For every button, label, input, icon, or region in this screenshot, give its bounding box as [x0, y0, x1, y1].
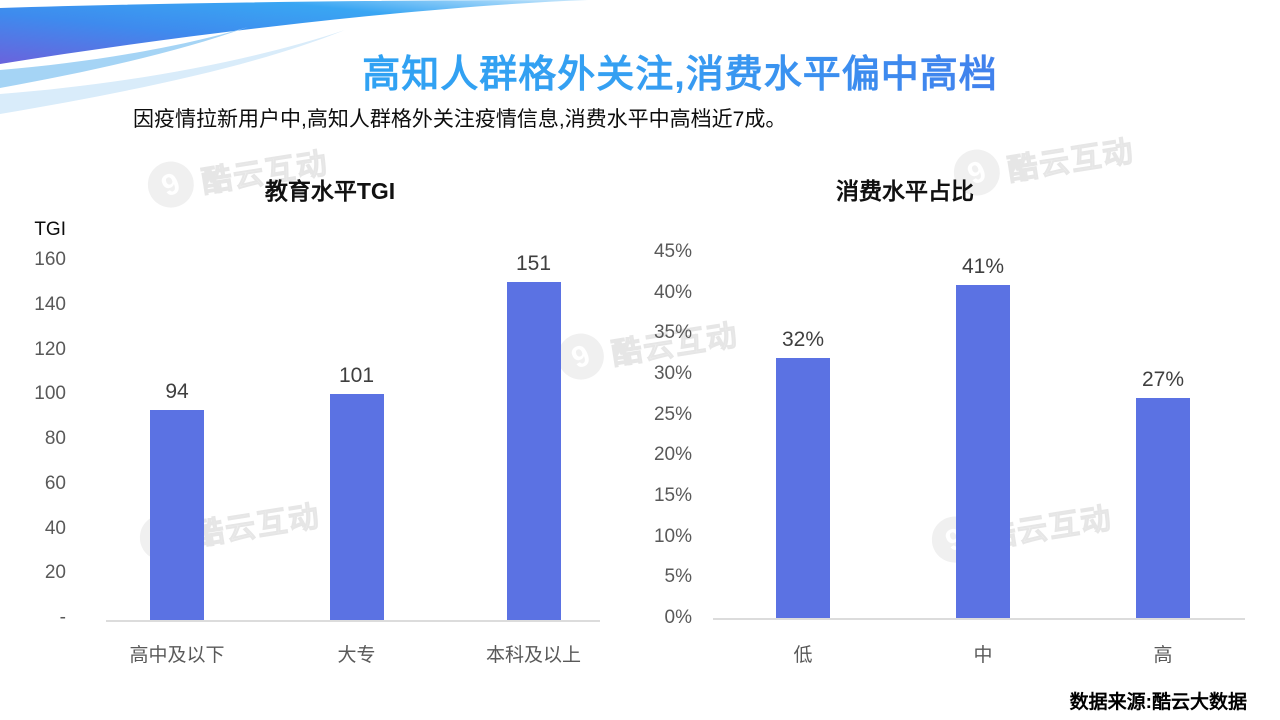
- bar-value-label: 27%: [1141, 368, 1185, 392]
- bar: [329, 394, 384, 620]
- page-subtitle: 因疫情拉新用户中,高知人群格外关注疫情信息,消费水平中高档近7成。: [133, 108, 787, 131]
- y-axis-tick-label: 40: [44, 517, 66, 539]
- x-axis-category-label: 高中及以下: [129, 645, 225, 666]
- swoosh-band-mid: [0, 27, 248, 88]
- y-axis-tick-label: -: [59, 607, 66, 628]
- y-axis-tick-label: 45%: [653, 241, 692, 262]
- x-axis-category-label: 高: [1153, 645, 1173, 666]
- x-axis-line: [106, 620, 600, 622]
- y-axis-tick-label: 25%: [653, 403, 692, 425]
- x-axis-category-label: 大专: [337, 645, 376, 666]
- bar: [776, 357, 830, 618]
- right-chart-title: 消费水平占比: [836, 178, 974, 204]
- x-axis-category-label: 低: [793, 645, 813, 666]
- swoosh-band-main: [0, 0, 588, 64]
- y-axis-tick-label: 0%: [664, 607, 692, 629]
- y-axis-tick-label: 5%: [664, 566, 692, 588]
- bar-value-label: 151: [515, 252, 552, 276]
- y-axis-tick-label: 30%: [653, 363, 692, 384]
- left-chart-title: 教育水平TGI: [264, 178, 396, 204]
- y-axis-tick-label: 80: [44, 428, 66, 449]
- y-axis-tick-label: 60: [44, 472, 66, 494]
- swoosh-band-pale: [0, 30, 345, 114]
- page-title: 高知人群格外关注,消费水平偏中高档: [80, 43, 1280, 96]
- bar-value-label: 41%: [961, 254, 1005, 278]
- y-axis-tick-label: 15%: [653, 485, 692, 507]
- y-axis-tick-label: 160: [34, 249, 66, 270]
- x-axis-category-label: 本科及以上: [485, 645, 581, 666]
- y-axis-tick-label: 140: [34, 293, 66, 315]
- y-axis-tick-label: 120: [34, 338, 66, 360]
- bar-value-label: 94: [165, 379, 189, 403]
- bar: [956, 284, 1010, 618]
- bar-value-label: 101: [338, 364, 375, 387]
- y-axis-tick-label: 100: [34, 383, 66, 405]
- bar-value-label: 32%: [781, 327, 825, 351]
- y-axis-tick-label: 20%: [653, 444, 692, 466]
- bar: [506, 282, 561, 620]
- corner-swoosh-decoration: [0, 0, 588, 114]
- x-axis-line: [713, 618, 1245, 620]
- left-chart-y-axis-unit: TGI: [34, 219, 66, 240]
- y-axis-tick-label: 35%: [653, 322, 692, 344]
- x-axis-category-label: 中: [973, 645, 993, 666]
- y-axis-tick-label: 20: [44, 562, 66, 584]
- data-source-note: 数据来源:酷云大数据: [1069, 692, 1247, 713]
- y-axis-tick-label: 10%: [653, 525, 692, 547]
- bar: [1136, 398, 1190, 618]
- y-axis-tick-label: 40%: [653, 281, 692, 303]
